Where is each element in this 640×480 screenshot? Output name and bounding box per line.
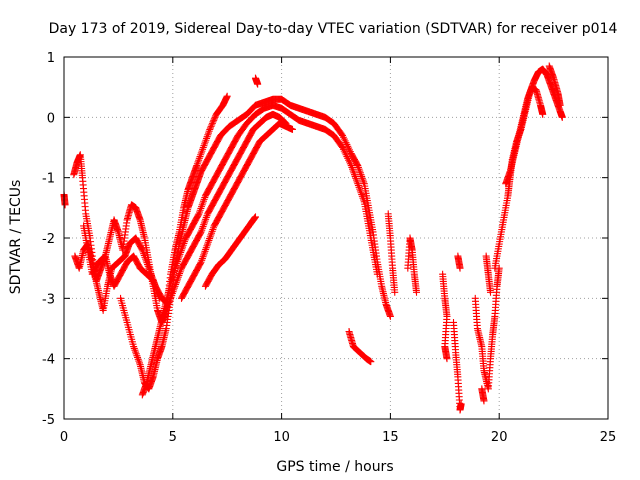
y-tick-label: 1: [47, 51, 55, 66]
data-point: [61, 201, 69, 209]
chart-title: Day 173 of 2019, Sidereal Day-to-day VTE…: [49, 21, 618, 37]
y-tick-label: -4: [42, 353, 55, 368]
data-point: [539, 110, 547, 118]
y-axis-label: SDTVAR / TECUs: [8, 180, 24, 295]
x-axis-label: GPS time / hours: [276, 459, 393, 475]
y-tick-label: 0: [47, 111, 55, 126]
x-tick-label: 10: [273, 430, 290, 445]
x-tick-label: 15: [382, 430, 399, 445]
data-point: [210, 116, 218, 124]
x-tick-labels: 0 5 10 15 20 25: [60, 430, 616, 445]
data-point: [209, 118, 217, 126]
data-point: [223, 92, 231, 100]
data-point: [367, 358, 375, 366]
axis-ticks: [63, 56, 609, 420]
data-point: [206, 124, 214, 132]
x-tick-label: 20: [491, 430, 508, 445]
data-point: [338, 142, 346, 150]
data-point: [211, 113, 219, 121]
data-point: [138, 245, 146, 253]
data-point: [207, 122, 215, 130]
data-point: [208, 121, 216, 129]
data-point: [558, 113, 566, 121]
data-point: [457, 400, 465, 408]
data-point: [251, 213, 259, 221]
data-point: [196, 229, 204, 237]
data-point: [486, 288, 494, 296]
data-point: [353, 160, 361, 168]
x-tick-label: 5: [169, 430, 177, 445]
data-point: [556, 101, 564, 109]
data-point: [413, 288, 421, 296]
y-tick-label: -1: [42, 172, 55, 187]
data-points: [60, 62, 566, 414]
data-point: [254, 80, 262, 88]
data-point: [391, 288, 399, 296]
y-tick-label: -3: [42, 292, 55, 307]
data-point: [210, 115, 218, 123]
data-point: [100, 253, 108, 261]
data-point: [480, 397, 488, 405]
data-point: [194, 211, 202, 219]
y-tick-labels: -5 -4 -3 -2 -1 0 1: [42, 51, 55, 428]
data-point: [386, 312, 394, 320]
data-point: [443, 355, 451, 363]
data-point: [373, 270, 381, 278]
y-tick-label: -5: [42, 413, 55, 428]
x-tick-label: 25: [600, 430, 617, 445]
data-point: [208, 119, 216, 127]
data-point: [456, 264, 464, 272]
data-point: [196, 259, 204, 267]
data-point: [206, 125, 214, 133]
y-tick-label: -2: [42, 232, 55, 247]
x-tick-label: 0: [60, 430, 68, 445]
data-point: [338, 130, 346, 138]
data-point: [288, 125, 296, 133]
